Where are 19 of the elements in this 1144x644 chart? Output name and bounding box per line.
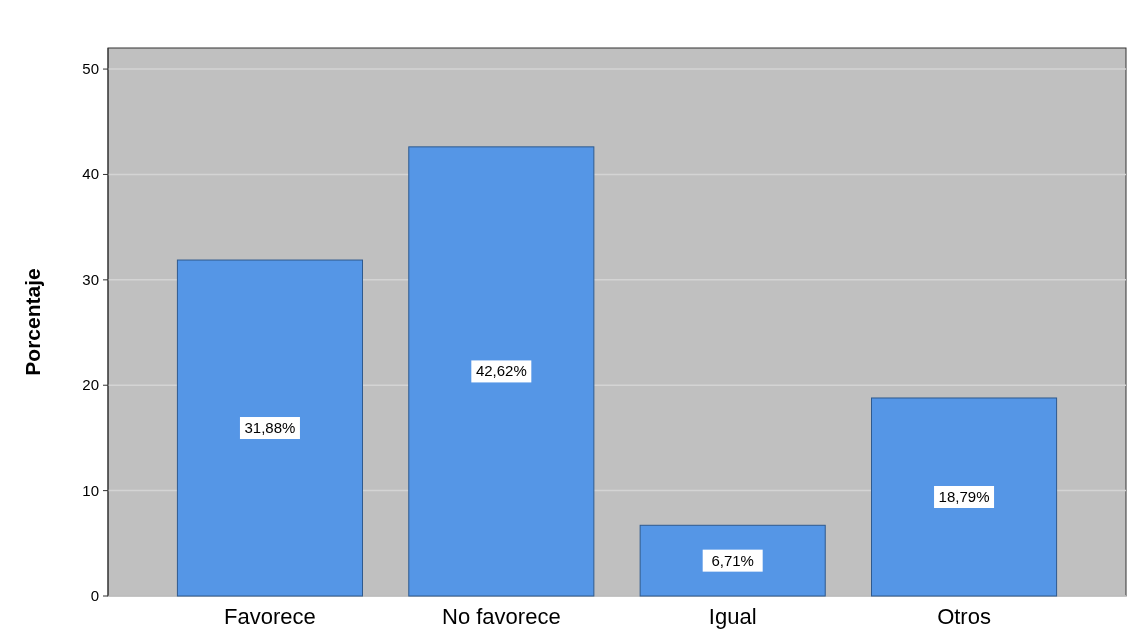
data-label: 18,79% — [938, 487, 990, 505]
x-tick-label: No favorece — [442, 604, 561, 629]
y-tick-label: 10 — [82, 481, 99, 499]
bar — [639, 524, 826, 597]
bar — [408, 146, 595, 597]
y-axis-title: Porcentaje — [21, 268, 44, 376]
y-tick-label: 40 — [82, 165, 99, 183]
bar — [871, 397, 1058, 597]
x-tick-label: Otros — [937, 604, 991, 629]
data-label: 31,88% — [244, 419, 296, 437]
y-tick-label: 30 — [82, 270, 99, 288]
x-tick-label: Igual — [708, 604, 757, 629]
y-tick-label: 50 — [82, 60, 99, 78]
bar — [176, 259, 363, 597]
data-label: 6,71% — [711, 551, 754, 569]
data-label: 42,62% — [475, 362, 527, 380]
y-tick-label: 0 — [90, 587, 99, 604]
y-tick-label: 20 — [82, 376, 99, 394]
x-tick-label: Favorece — [224, 604, 316, 629]
